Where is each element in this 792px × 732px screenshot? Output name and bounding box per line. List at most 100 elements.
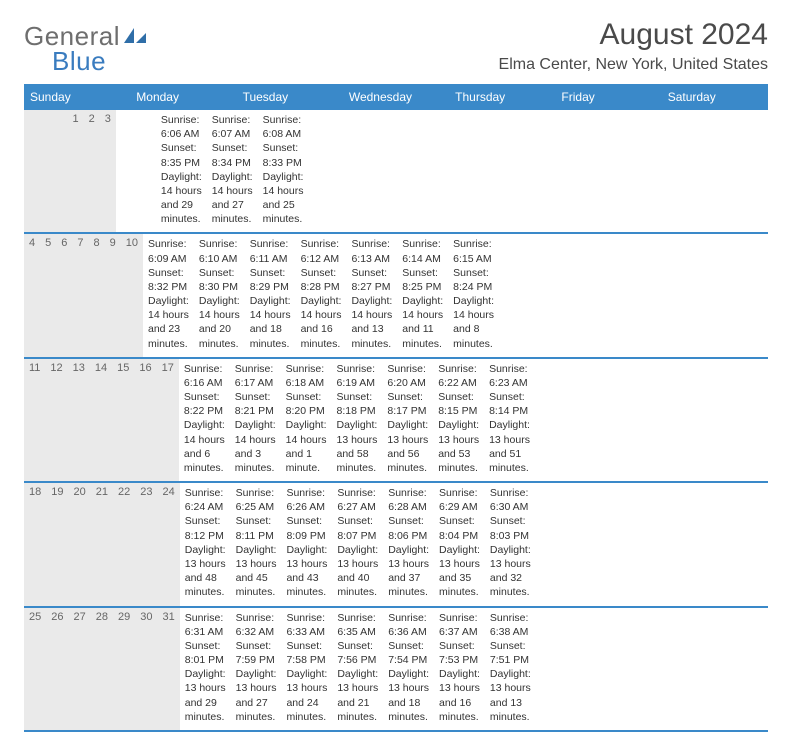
sail-icon — [123, 24, 149, 49]
day-cell: Sunrise: 6:12 AMSunset: 8:28 PMDaylight:… — [296, 234, 347, 356]
day-cell: Sunrise: 6:09 AMSunset: 8:32 PMDaylight:… — [143, 234, 194, 356]
day-number: 18 — [24, 483, 46, 605]
day-cell — [136, 110, 146, 232]
day-cell: Sunrise: 6:16 AMSunset: 8:22 PMDaylight:… — [179, 359, 230, 481]
day-bodies: Sunrise: 6:06 AMSunset: 8:35 PMDaylight:… — [116, 110, 309, 232]
day-cell — [146, 110, 156, 232]
day-cell: Sunrise: 6:29 AMSunset: 8:04 PMDaylight:… — [434, 483, 485, 605]
day-number: 17 — [157, 359, 179, 481]
day-number: 29 — [113, 608, 135, 730]
day-number: 5 — [40, 234, 56, 356]
calendar-page: GeneralBlue August 2024 Elma Center, New… — [0, 0, 792, 732]
day-number: 16 — [134, 359, 156, 481]
day-cell: Sunrise: 6:24 AMSunset: 8:12 PMDaylight:… — [180, 483, 231, 605]
day-number: 7 — [72, 234, 88, 356]
day-cell: Sunrise: 6:13 AMSunset: 8:27 PMDaylight:… — [346, 234, 397, 356]
day-number: 25 — [24, 608, 46, 730]
day-cell: Sunrise: 6:06 AMSunset: 8:35 PMDaylight:… — [156, 110, 207, 232]
day-number: 6 — [56, 234, 72, 356]
day-bodies: Sunrise: 6:16 AMSunset: 8:22 PMDaylight:… — [179, 359, 535, 481]
day-number: 28 — [91, 608, 113, 730]
day-cell — [126, 110, 136, 232]
day-number: 15 — [112, 359, 134, 481]
weekday-sat: Saturday — [662, 84, 768, 110]
day-number — [35, 110, 46, 232]
daynum-bar: 18192021222324 — [24, 483, 180, 605]
day-number: 3 — [100, 110, 116, 232]
day-number: 11 — [24, 359, 45, 481]
brand-logo: GeneralBlue — [24, 18, 149, 73]
day-cell: Sunrise: 6:23 AMSunset: 8:14 PMDaylight:… — [484, 359, 535, 481]
day-cell — [116, 110, 126, 232]
week-row: 123 Sunrise: 6:06 AMSunset: 8:35 PMDaylig… — [24, 110, 768, 234]
day-number — [57, 110, 68, 232]
daynum-bar: 123 — [24, 110, 116, 232]
weekday-fri: Friday — [555, 84, 661, 110]
day-cell: Sunrise: 6:19 AMSunset: 8:18 PMDaylight:… — [332, 359, 383, 481]
day-number: 13 — [68, 359, 90, 481]
day-number: 30 — [135, 608, 157, 730]
day-cell: Sunrise: 6:22 AMSunset: 8:15 PMDaylight:… — [433, 359, 484, 481]
day-cell: Sunrise: 6:08 AMSunset: 8:33 PMDaylight:… — [258, 110, 309, 232]
day-cell: Sunrise: 6:10 AMSunset: 8:30 PMDaylight:… — [194, 234, 245, 356]
day-cell: Sunrise: 6:38 AMSunset: 7:51 PMDaylight:… — [485, 608, 536, 730]
day-bodies: Sunrise: 6:24 AMSunset: 8:12 PMDaylight:… — [180, 483, 536, 605]
day-cell: Sunrise: 6:07 AMSunset: 8:34 PMDaylight:… — [207, 110, 258, 232]
day-cell: Sunrise: 6:31 AMSunset: 8:01 PMDaylight:… — [180, 608, 231, 730]
day-number: 12 — [45, 359, 67, 481]
header-row: GeneralBlue August 2024 Elma Center, New… — [24, 18, 768, 74]
day-number: 27 — [69, 608, 91, 730]
weekday-mon: Monday — [130, 84, 236, 110]
day-cell: Sunrise: 6:33 AMSunset: 7:58 PMDaylight:… — [281, 608, 332, 730]
day-bodies: Sunrise: 6:31 AMSunset: 8:01 PMDaylight:… — [180, 608, 536, 730]
day-number: 8 — [89, 234, 105, 356]
weekday-thu: Thursday — [449, 84, 555, 110]
day-cell: Sunrise: 6:17 AMSunset: 8:21 PMDaylight:… — [230, 359, 281, 481]
day-cell: Sunrise: 6:15 AMSunset: 8:24 PMDaylight:… — [448, 234, 499, 356]
day-number: 2 — [84, 110, 100, 232]
location-line: Elma Center, New York, United States — [499, 56, 768, 74]
week-row: 18192021222324Sunrise: 6:24 AMSunset: 8:… — [24, 483, 768, 607]
day-number: 20 — [69, 483, 91, 605]
day-number — [24, 110, 35, 232]
day-number: 9 — [105, 234, 121, 356]
day-cell: Sunrise: 6:27 AMSunset: 8:07 PMDaylight:… — [332, 483, 383, 605]
day-number: 19 — [46, 483, 68, 605]
day-cell: Sunrise: 6:36 AMSunset: 7:54 PMDaylight:… — [383, 608, 434, 730]
daynum-bar: 45678910 — [24, 234, 143, 356]
week-row: 11121314151617Sunrise: 6:16 AMSunset: 8:… — [24, 359, 768, 483]
weekday-tue: Tuesday — [237, 84, 343, 110]
day-cell: Sunrise: 6:28 AMSunset: 8:06 PMDaylight:… — [383, 483, 434, 605]
title-block: August 2024 Elma Center, New York, Unite… — [499, 18, 768, 74]
day-cell: Sunrise: 6:18 AMSunset: 8:20 PMDaylight:… — [281, 359, 332, 481]
week-row: 45678910Sunrise: 6:09 AMSunset: 8:32 PMD… — [24, 234, 768, 358]
day-number: 22 — [113, 483, 135, 605]
daynum-bar: 11121314151617 — [24, 359, 179, 481]
weekday-header: Sunday Monday Tuesday Wednesday Thursday… — [24, 84, 768, 110]
weeks-container: 123Sunrise: 6:06 AMSunset: 8:35 PMDaylig… — [24, 110, 768, 732]
day-number: 4 — [24, 234, 40, 356]
calendar: Sunday Monday Tuesday Wednesday Thursday… — [24, 84, 768, 732]
weekday-wed: Wednesday — [343, 84, 449, 110]
day-cell: Sunrise: 6:20 AMSunset: 8:17 PMDaylight:… — [382, 359, 433, 481]
day-cell: Sunrise: 6:37 AMSunset: 7:53 PMDaylight:… — [434, 608, 485, 730]
day-number: 10 — [121, 234, 143, 356]
daynum-bar: 25262728293031 — [24, 608, 180, 730]
day-cell: Sunrise: 6:11 AMSunset: 8:29 PMDaylight:… — [245, 234, 296, 356]
brand-part2: Blue — [52, 46, 106, 76]
day-number: 24 — [158, 483, 180, 605]
day-cell: Sunrise: 6:30 AMSunset: 8:03 PMDaylight:… — [485, 483, 536, 605]
week-row: 25262728293031Sunrise: 6:31 AMSunset: 8:… — [24, 608, 768, 732]
day-cell: Sunrise: 6:14 AMSunset: 8:25 PMDaylight:… — [397, 234, 448, 356]
day-number: 14 — [90, 359, 112, 481]
day-number: 26 — [46, 608, 68, 730]
day-cell: Sunrise: 6:26 AMSunset: 8:09 PMDaylight:… — [281, 483, 332, 605]
day-number: 31 — [158, 608, 180, 730]
day-cell: Sunrise: 6:25 AMSunset: 8:11 PMDaylight:… — [231, 483, 282, 605]
day-number: 21 — [91, 483, 113, 605]
day-number: 23 — [135, 483, 157, 605]
day-cell: Sunrise: 6:32 AMSunset: 7:59 PMDaylight:… — [231, 608, 282, 730]
day-bodies: Sunrise: 6:09 AMSunset: 8:32 PMDaylight:… — [143, 234, 499, 356]
month-title: August 2024 — [499, 18, 768, 52]
day-number: 1 — [68, 110, 84, 232]
